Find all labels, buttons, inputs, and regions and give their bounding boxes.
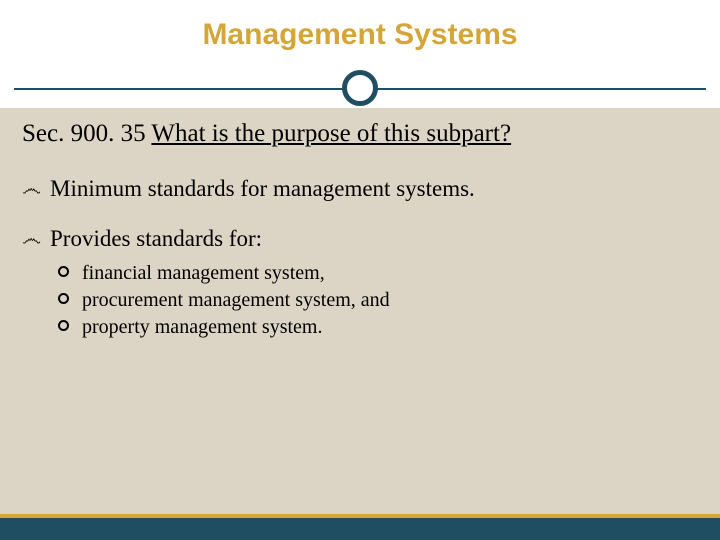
slide-title: Management Systems bbox=[0, 18, 720, 52]
flourish-icon: ෴ bbox=[22, 226, 41, 252]
content-area: Sec. 900. 35 What is the purpose of this… bbox=[22, 120, 698, 361]
sub-item: property management system. bbox=[56, 314, 698, 341]
sub-item: procurement management system, and bbox=[56, 287, 698, 314]
sub-text: property management system. bbox=[82, 316, 323, 338]
hollow-circle-icon bbox=[58, 266, 69, 277]
heading-underlined: What is the purpose of this subpart? bbox=[151, 120, 511, 147]
hollow-circle-icon bbox=[58, 293, 69, 304]
bullet-text: Provides standards for: bbox=[50, 226, 262, 251]
sub-text: procurement management system, and bbox=[82, 289, 390, 311]
bullet-item: ෴ Minimum standards for management syste… bbox=[22, 174, 698, 204]
section-heading: Sec. 900. 35 What is the purpose of this… bbox=[22, 120, 698, 148]
sub-text: financial management system, bbox=[82, 262, 325, 284]
bullet-item: ෴ Provides standards for: financial mana… bbox=[22, 224, 698, 341]
sub-list: financial management system, procurement… bbox=[56, 260, 698, 341]
bullet-text: Minimum standards for management systems… bbox=[50, 176, 475, 201]
sub-item: financial management system, bbox=[56, 260, 698, 287]
footer-band bbox=[0, 518, 720, 540]
heading-prefix: Sec. 900. 35 bbox=[22, 120, 151, 147]
hollow-circle-icon bbox=[58, 320, 69, 331]
circle-decor-icon bbox=[342, 70, 378, 106]
flourish-icon: ෴ bbox=[22, 176, 41, 202]
bullet-list: ෴ Minimum standards for management syste… bbox=[22, 174, 698, 341]
slide: Management Systems Sec. 900. 35 What is … bbox=[0, 0, 720, 540]
